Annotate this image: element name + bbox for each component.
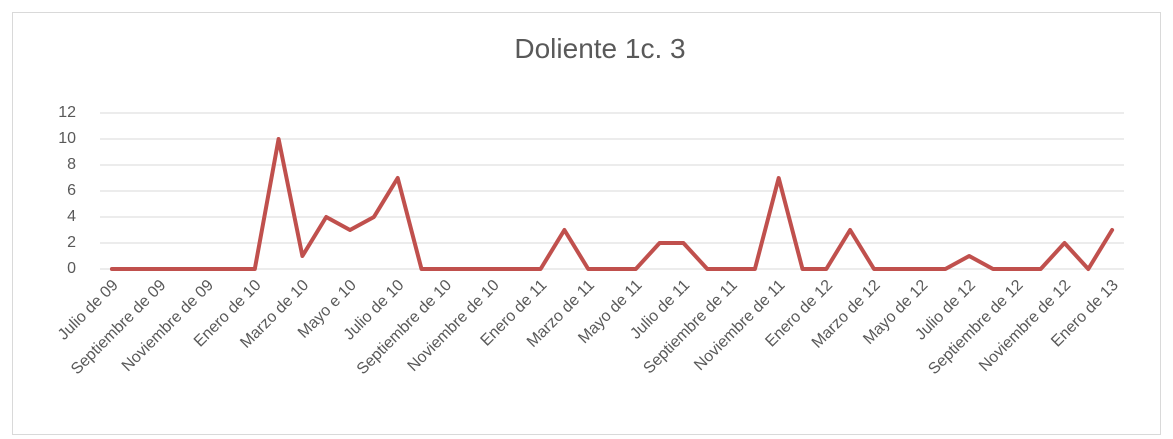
chart-border	[12, 12, 1161, 435]
line	[109, 137, 1115, 271]
y-tick-label: 10	[58, 130, 76, 147]
y-tick-label: 4	[67, 208, 76, 225]
chart-title: Doliente 1c. 3	[514, 33, 685, 64]
y-tick-label: 6	[67, 182, 76, 199]
y-tick-label: 12	[58, 104, 76, 121]
y-tick-label: 0	[67, 260, 76, 277]
y-tick-label: 8	[67, 156, 76, 173]
y-tick-label: 2	[67, 234, 76, 251]
